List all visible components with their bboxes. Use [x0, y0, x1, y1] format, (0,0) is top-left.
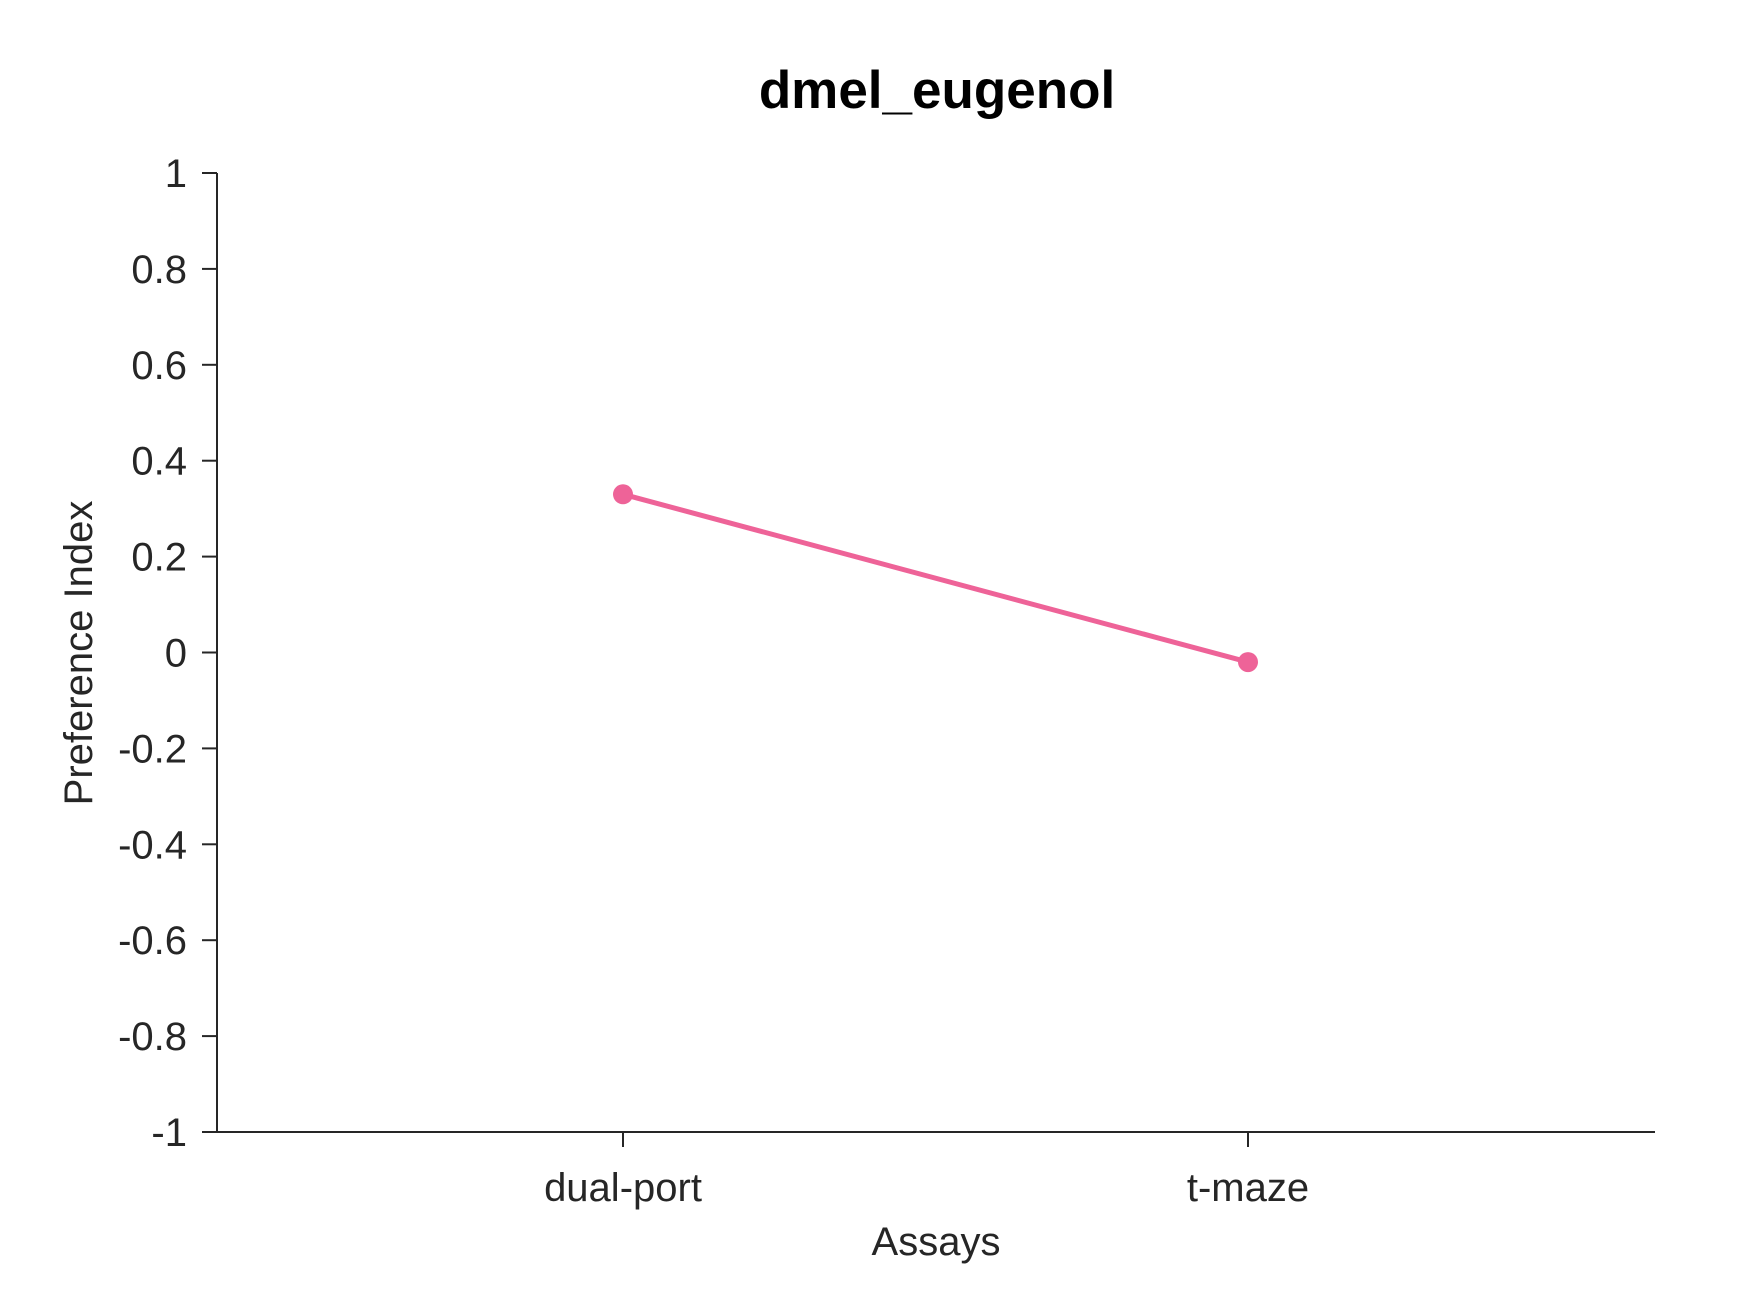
x-ticks: dual-port t-maze [544, 1132, 1309, 1210]
x-axis-label: Assays [872, 1220, 1001, 1264]
y-tick-label: -0.8 [118, 1015, 187, 1059]
chart-title: dmel_eugenol [759, 61, 1115, 120]
y-tick-label: 1 [165, 152, 187, 196]
series-layer [613, 484, 1258, 673]
data-point [1238, 652, 1258, 673]
x-tick-label: dual-port [544, 1166, 702, 1210]
x-tick-label: t-maze [1187, 1166, 1309, 1210]
y-ticks: 1 0.8 0.6 0.4 0.2 0 -0.2 -0.4 -0.6 -0.8 -1 [118, 152, 217, 1155]
y-tick-label: -0.6 [118, 919, 187, 963]
y-tick-label: -0.2 [118, 727, 187, 771]
y-tick-label: 0.4 [131, 440, 187, 484]
y-tick-label: 0.6 [131, 344, 187, 388]
y-axis-label: Preference Index [57, 501, 101, 806]
y-tick-label: 0 [165, 632, 187, 676]
y-tick-label: 0.2 [131, 536, 187, 580]
series-line [620, 491, 1251, 665]
y-tick-label: -1 [151, 1111, 187, 1155]
data-point [613, 484, 633, 505]
y-tick-label: -0.4 [118, 823, 187, 867]
y-tick-label: 0.8 [131, 248, 187, 292]
